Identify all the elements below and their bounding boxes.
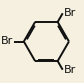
Text: Br: Br: [1, 37, 13, 46]
Text: Br: Br: [64, 8, 76, 18]
Text: Br: Br: [64, 65, 76, 75]
